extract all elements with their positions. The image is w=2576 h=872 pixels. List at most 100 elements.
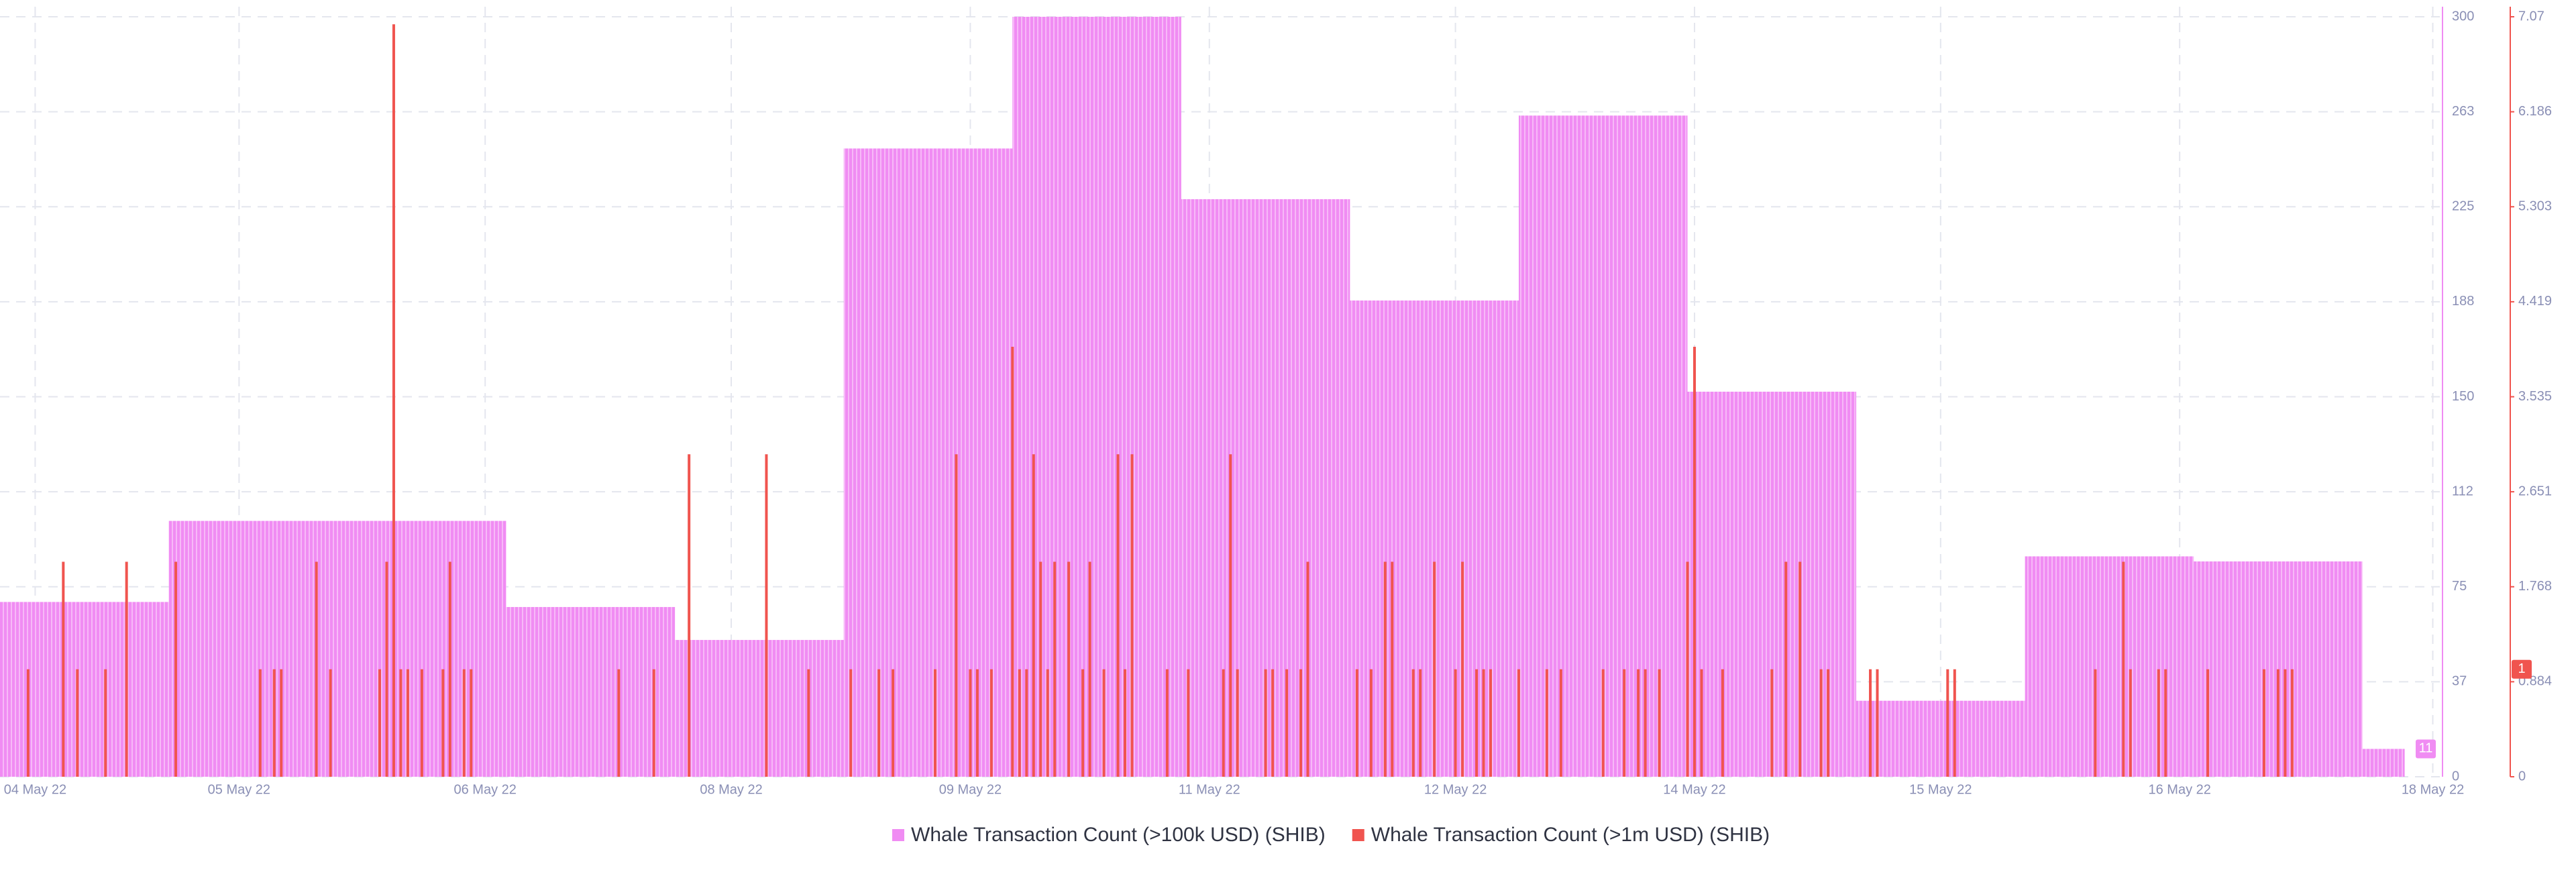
spike — [470, 669, 473, 777]
y-tick-label: 37 — [2452, 674, 2467, 689]
spike — [272, 669, 276, 777]
spike — [2157, 669, 2160, 777]
bar — [168, 521, 338, 777]
spike — [1953, 669, 1956, 777]
spike — [1306, 561, 1309, 777]
spike — [280, 669, 283, 777]
value-badge-label: 1 — [2518, 661, 2525, 676]
y-tick-label: 188 — [2452, 294, 2474, 309]
spike — [1869, 669, 1872, 777]
y2-tick-label: 1.768 — [2518, 579, 2552, 594]
y2-tick-label: 4.419 — [2518, 294, 2552, 309]
spike — [2129, 669, 2132, 777]
spike — [1419, 669, 1422, 777]
y-tick-label: 75 — [2452, 579, 2467, 594]
legend-label: Whale Transaction Count (>1m USD) (SHIB) — [1371, 824, 1770, 846]
y-tick-label: 150 — [2452, 389, 2474, 404]
bar — [2025, 556, 2194, 777]
spike — [1116, 454, 1120, 777]
spike — [955, 454, 958, 777]
spike — [1102, 669, 1106, 777]
spike — [1355, 669, 1358, 777]
y2-tick-label: 3.535 — [2518, 389, 2552, 404]
spike — [258, 669, 262, 777]
bar — [506, 606, 676, 777]
y-tick-label: 112 — [2452, 484, 2473, 498]
spike — [1700, 669, 1703, 777]
spike — [174, 561, 178, 777]
x-tick-label: 05 May 22 — [208, 782, 270, 797]
bar — [843, 148, 1013, 777]
spike — [1644, 669, 1647, 777]
spike — [26, 669, 30, 777]
spike — [1559, 669, 1562, 777]
bar — [1518, 115, 1688, 777]
y2-tick-label: 0 — [2518, 769, 2526, 783]
spike — [1946, 669, 1949, 777]
spike — [1391, 561, 1394, 777]
spike — [1039, 561, 1042, 777]
spike — [1032, 454, 1035, 777]
spike — [1686, 561, 1689, 777]
y2-tick-label: 7.07 — [2518, 9, 2544, 23]
spike — [652, 669, 655, 777]
spike — [1229, 454, 1232, 777]
x-tick-label: 18 May 22 — [2402, 782, 2464, 797]
value-badge — [2512, 659, 2532, 679]
spike — [2262, 669, 2265, 777]
bar — [0, 602, 169, 777]
spike — [1130, 454, 1134, 777]
spike — [969, 669, 972, 777]
spike — [975, 669, 979, 777]
spike — [1067, 561, 1071, 777]
spike — [2094, 669, 2097, 777]
value-badge-label: 11 — [2419, 741, 2433, 756]
legend-swatch — [892, 829, 904, 841]
y-tick-label: 0 — [2452, 769, 2459, 783]
value-badge — [2416, 739, 2436, 759]
spike — [1018, 669, 1021, 777]
spike — [1601, 669, 1605, 777]
x-tick-label: 16 May 22 — [2148, 782, 2210, 797]
spike — [1658, 669, 1661, 777]
spike — [1222, 669, 1225, 777]
spike — [1285, 669, 1289, 777]
spike — [2206, 669, 2210, 777]
legend-swatch — [1352, 829, 1364, 841]
spike — [849, 669, 853, 777]
spike — [1236, 669, 1239, 777]
spike — [1124, 669, 1127, 777]
spike — [1784, 561, 1788, 777]
y2-tick-label: 2.651 — [2518, 484, 2552, 498]
spike — [104, 669, 107, 777]
x-tick-label: 09 May 22 — [939, 782, 1002, 797]
spike — [2122, 561, 2125, 777]
spike — [1165, 669, 1169, 777]
spike — [765, 454, 768, 777]
spike — [1693, 346, 1696, 777]
spike — [1369, 669, 1373, 777]
legend-label: Whale Transaction Count (>100k USD) (SHI… — [911, 824, 1326, 846]
spike — [441, 669, 445, 777]
spike — [1475, 669, 1479, 777]
spike — [462, 669, 466, 777]
spike — [1637, 669, 1640, 777]
spike — [934, 669, 937, 777]
y-tick-label: 225 — [2452, 199, 2474, 214]
spike — [617, 669, 621, 777]
spike — [448, 561, 451, 777]
bar — [675, 640, 844, 777]
x-tick-label: 08 May 22 — [700, 782, 762, 797]
x-tick-label: 04 May 22 — [4, 782, 66, 797]
spike — [2164, 669, 2167, 777]
spike — [1827, 669, 1830, 777]
spike — [1299, 669, 1303, 777]
spike — [399, 669, 402, 777]
spike — [2284, 669, 2287, 777]
spike — [1433, 561, 1436, 777]
spike — [1623, 669, 1626, 777]
spike — [1517, 669, 1520, 777]
spike — [807, 669, 810, 777]
spike — [1721, 669, 1724, 777]
